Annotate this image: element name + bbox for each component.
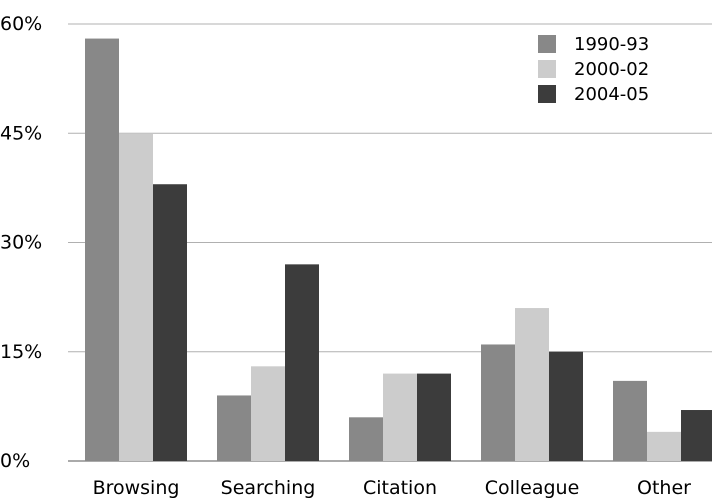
legend-label: 2000-02 <box>574 59 649 80</box>
x-category-label: Colleague <box>485 477 580 499</box>
y-tick-label: 15% <box>0 341 42 363</box>
bar <box>613 380 647 461</box>
legend-label: 1990-93 <box>574 34 649 55</box>
bar <box>285 264 319 461</box>
legend: 1990-93 2000-02 2004-05 <box>538 34 649 105</box>
bar <box>251 366 285 461</box>
bar <box>217 395 251 461</box>
bar <box>349 417 383 461</box>
bar <box>85 38 119 462</box>
bar <box>153 184 187 461</box>
bar <box>647 431 681 461</box>
y-tick-label: 30% <box>0 232 42 254</box>
legend-swatch <box>538 60 556 78</box>
y-tick-label: 60% <box>0 13 42 35</box>
bar <box>481 344 515 461</box>
legend-swatch <box>538 35 556 53</box>
y-tick-label: 0% <box>0 450 30 472</box>
bar <box>383 373 417 461</box>
legend-label: 2004-05 <box>574 84 649 105</box>
bars <box>85 38 712 462</box>
bar <box>681 410 712 461</box>
x-axis-categories: Browsing Searching Citation Colleague Other <box>93 477 692 499</box>
bar <box>549 351 583 461</box>
legend-swatch <box>538 85 556 103</box>
x-category-label: Citation <box>363 477 437 499</box>
y-axis-ticks: 0% 15% 30% 45% 60% <box>0 13 42 472</box>
x-category-label: Other <box>637 477 691 499</box>
x-category-label: Searching <box>221 477 316 499</box>
y-tick-label: 45% <box>0 122 42 144</box>
x-category-label: Browsing <box>93 477 180 499</box>
bar <box>515 308 549 461</box>
bar <box>417 373 451 461</box>
bar <box>119 133 153 461</box>
